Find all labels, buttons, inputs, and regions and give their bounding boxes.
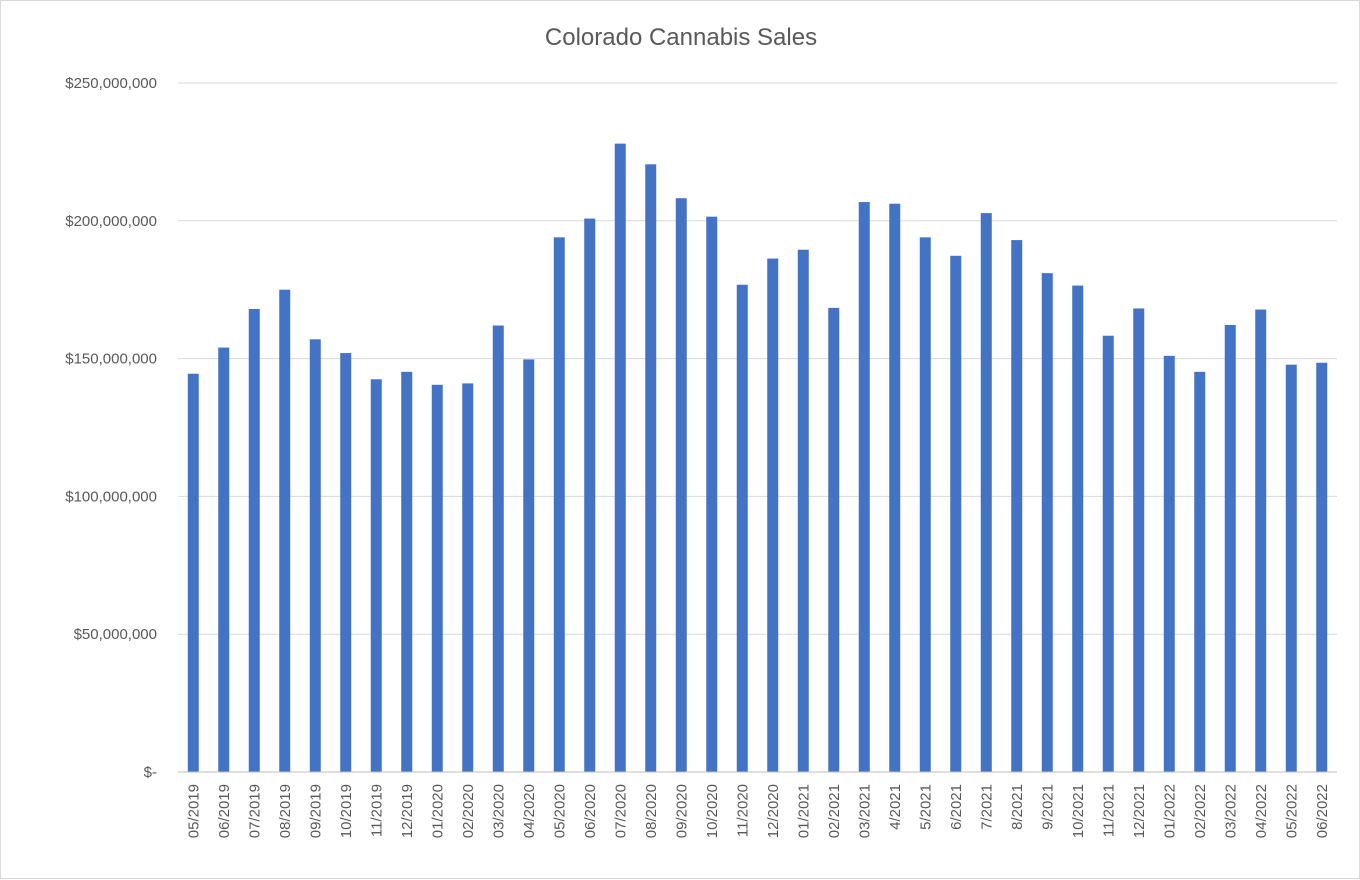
bar-07-2019 [248,308,260,772]
bar-06-2022 [1316,362,1328,772]
x-tick-label: 05/2020 [551,784,568,838]
y-tick-label: $50,000,000 [74,626,157,643]
x-tick-label: 7/2021 [978,784,995,830]
bar-12-2021 [1133,308,1145,772]
chart-title: Colorado Cannabis Sales [545,24,817,51]
x-tick-label: 06/2022 [1314,784,1331,838]
bar-05-2022 [1285,364,1297,772]
gridlines [178,82,1337,635]
bar-7-2021 [980,213,992,773]
bar-10-2021 [1072,285,1084,772]
x-tick-label: 11/2019 [368,784,385,837]
bar-09-2020 [675,198,687,772]
y-tick-label: $250,000,000 [65,75,157,92]
x-tick-label: 01/2020 [429,784,446,838]
bar-4-2021 [889,203,901,773]
bar-04-2020 [523,359,535,772]
x-tick-label: 10/2021 [1070,784,1087,838]
x-tick-label: 02/2020 [460,784,477,838]
bar-12-2020 [767,258,779,772]
bar-11-2020 [736,284,748,772]
bar-05-2019 [187,373,199,772]
x-tick-label: 05/2022 [1283,784,1300,838]
bar-01-2021 [797,249,809,772]
bar-03-2022 [1224,324,1236,772]
x-tick-label: 06/2020 [582,784,599,838]
bar-08-2019 [279,289,291,772]
x-tick-label: 08/2019 [277,784,294,838]
bar-02-2022 [1194,371,1206,772]
y-tick-label: $- [144,764,157,781]
x-tick-label: 06/2019 [216,784,233,838]
bar-11-2021 [1102,335,1114,772]
y-axis-tick-labels: $- $50,000,000 $100,000,000 $150,000,000 $20… [65,75,157,781]
x-tick-label: 07/2019 [246,784,263,838]
x-tick-label: 12/2021 [1131,784,1148,838]
bar-07-2020 [614,143,626,772]
x-tick-label: 11/2021 [1100,784,1117,837]
x-tick-label: 8/2021 [1009,784,1026,830]
bar-04-2022 [1255,309,1267,772]
bar-05-2020 [553,237,565,772]
bar-5-2021 [919,237,931,772]
x-tick-label: 09/2019 [307,784,324,838]
bar-03-2020 [492,325,504,772]
bar-11-2019 [370,379,382,772]
y-tick-label: $200,000,000 [65,213,157,230]
x-tick-label: 03/2020 [490,784,507,838]
bar-02-2021 [828,307,840,772]
x-tick-label: 03/2021 [856,784,873,838]
bar-09-2019 [309,339,321,772]
bar-06-2019 [218,347,230,772]
bar-12-2019 [401,371,413,772]
x-tick-label: 9/2021 [1039,784,1056,830]
bar-9-2021 [1041,273,1053,772]
bar-06-2020 [584,218,596,772]
x-tick-label: 12/2019 [399,784,416,838]
x-tick-label: 03/2022 [1222,784,1239,838]
x-tick-label: 10/2019 [338,784,355,838]
bar-01-2022 [1163,355,1175,772]
x-axis-tick-labels: 05/2019 06/2019 07/2019 08/2019 09/2019 10/20… [185,784,1331,838]
x-tick-label: 6/2021 [948,784,965,830]
bar-10-2020 [706,216,718,772]
x-tick-label: 05/2019 [185,784,202,838]
x-tick-label: 4/2021 [887,784,904,830]
bar-8-2021 [1011,240,1023,773]
x-tick-label: 04/2022 [1253,784,1270,838]
x-tick-label: 11/2020 [734,784,751,837]
y-tick-label: $100,000,000 [65,488,157,505]
x-tick-label: 01/2022 [1161,784,1178,838]
bar-03-2021 [858,202,870,772]
bar-6-2021 [950,255,962,772]
bar-02-2020 [462,383,474,772]
bars [187,143,1328,773]
bar-01-2020 [431,384,443,772]
bar-10-2019 [340,353,352,772]
x-tick-label: 04/2020 [521,784,538,838]
x-tick-label: 10/2020 [704,784,721,838]
x-tick-label: 01/2021 [795,784,812,838]
y-tick-label: $150,000,000 [65,351,157,368]
x-tick-label: 12/2020 [765,784,782,838]
x-tick-label: 02/2022 [1192,784,1209,838]
x-tick-label: 09/2020 [673,784,690,838]
x-tick-label: 08/2020 [643,784,660,838]
x-tick-label: 02/2021 [826,784,843,838]
x-tick-label: 07/2020 [612,784,629,838]
bar-08-2020 [645,164,657,772]
x-tick-label: 5/2021 [917,784,934,830]
